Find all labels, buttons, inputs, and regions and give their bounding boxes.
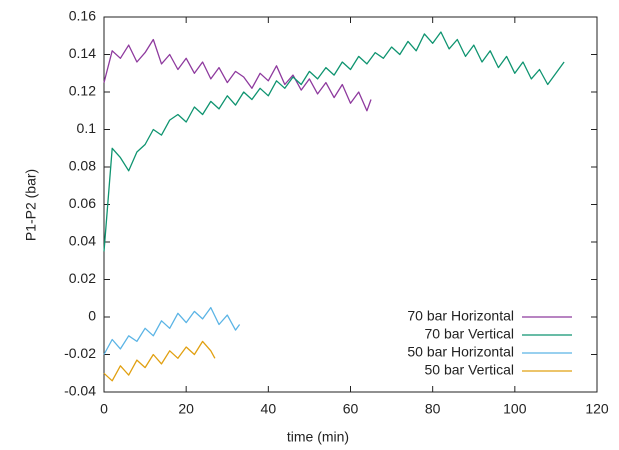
x-tick-label: 20 [178, 401, 194, 417]
y-tick-label: -0.02 [64, 345, 96, 361]
legend-label: 70 bar Horizontal [407, 308, 514, 324]
data-line [103, 306, 241, 355]
y-axis-label: P1-P2 (bar) [23, 169, 39, 241]
y-tick-label: 0.12 [69, 83, 96, 99]
y-tick-label: 0.14 [69, 45, 96, 61]
data-line [103, 31, 565, 252]
x-tick-label: 60 [343, 401, 359, 417]
y-tick-label: -0.04 [64, 383, 96, 399]
plot-frame [103, 16, 598, 393]
x-tick-label: 100 [503, 401, 527, 417]
y-tick-label: 0.08 [69, 158, 96, 174]
y-tick-label: 0.06 [69, 195, 96, 211]
data-line [103, 38, 372, 112]
y-tick-label: 0.02 [69, 270, 96, 286]
legend-label: 70 bar Vertical [425, 326, 515, 342]
legend-label: 50 bar Horizontal [407, 344, 514, 360]
x-tick-label: 0 [100, 401, 108, 417]
x-axis-label: time (min) [287, 429, 349, 445]
y-tick-label: 0.1 [77, 120, 97, 136]
data-line [103, 340, 216, 382]
y-tick-label: 0 [88, 308, 96, 324]
y-tick-label: 0.16 [69, 8, 96, 24]
legend-label: 50 bar Vertical [425, 362, 515, 378]
x-tick-label: 80 [425, 401, 441, 417]
x-tick-label: 40 [261, 401, 277, 417]
y-tick-label: 0.04 [69, 233, 96, 249]
x-tick-label: 120 [585, 401, 609, 417]
